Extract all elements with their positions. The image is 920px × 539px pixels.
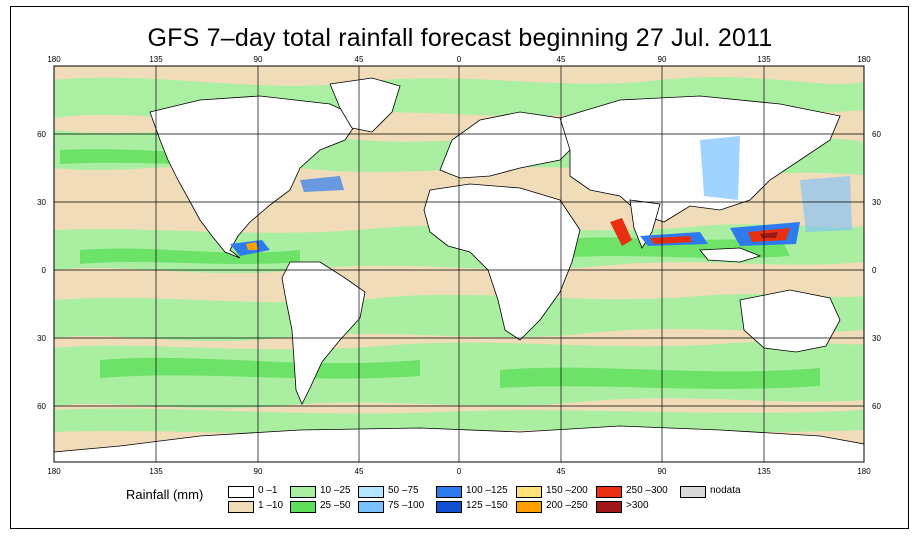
lon-label-bottom: 180 [47,467,61,476]
lon-label-top: 90 [254,55,263,64]
lon-label-top: 90 [658,55,667,64]
lat-label-left: 60 [37,402,46,411]
legend-label: 125 –150 [466,500,508,511]
legend-swatch [228,501,254,513]
australia [739,289,841,353]
legend-swatch [290,501,316,513]
lat-label-left: 30 [37,198,46,207]
legend-swatch [516,501,542,513]
africa [423,183,581,341]
lat-label-left: 0 [42,266,47,275]
legend-label: 200 –250 [546,500,588,511]
lon-label-bottom: 180 [857,467,871,476]
asia [559,95,841,223]
legend-label: 150 –200 [546,485,588,496]
legend-title: Rainfall (mm) [126,487,204,502]
lon-labels-top: 180 135 90 45 0 45 90 135 180 [47,55,871,64]
legend-swatch [290,486,316,498]
legend-label: 75 –100 [388,500,425,511]
indonesia [699,247,762,263]
lon-label-top: 0 [457,55,462,64]
land-masses [53,77,865,463]
legend-swatch [680,486,706,498]
lon-label-top: 45 [557,55,566,64]
map-title: GFS 7–day total rainfall forecast beginn… [147,24,773,52]
lon-label-top: 45 [355,55,364,64]
legend-swatch [436,501,462,513]
lon-label-top: 135 [757,55,771,64]
legend-swatch [358,501,384,513]
legend-swatch [516,486,542,498]
map-border [53,65,865,463]
graticule [54,66,864,462]
lon-label-top: 180 [857,55,871,64]
lat-labels-left: 60 30 0 30 60 [37,130,46,411]
lat-label-right: 60 [872,130,881,139]
legend-label: 25 –50 [320,500,351,511]
lat-label-left: 60 [37,130,46,139]
lon-label-top: 135 [149,55,163,64]
lat-label-right: 0 [872,266,877,275]
lon-label-bottom: 90 [254,467,263,476]
south-america [281,261,366,405]
greenland [329,77,401,133]
legend-label: 250 –300 [626,485,668,496]
legend-swatch [436,486,462,498]
legend-label: >300 [626,500,649,511]
lat-label-right: 30 [872,198,881,207]
legend-swatch [596,486,622,498]
lon-label-bottom: 0 [457,467,462,476]
legend-label: nodata [710,485,741,496]
lat-label-right: 60 [872,402,881,411]
legend-label: 0 –1 [258,485,278,496]
legend-swatch [596,501,622,513]
lat-label-right: 30 [872,334,881,343]
legend-swatch [358,486,384,498]
lon-label-bottom: 135 [757,467,771,476]
legend-label: 10 –25 [320,485,351,496]
legend-label: 1 –10 [258,500,284,511]
lon-label-bottom: 45 [557,467,566,476]
legend-label: 100 –125 [466,485,508,496]
lat-labels-right: 60 30 0 30 60 [872,130,881,411]
legend-label: 50 –75 [388,485,419,496]
figure-frame [10,6,909,529]
lon-label-bottom: 135 [149,467,163,476]
legend-swatch [228,486,254,498]
lon-label-bottom: 45 [355,467,364,476]
lon-labels-bottom: 180 135 90 45 0 45 90 135 180 [47,467,871,476]
lon-label-top: 180 [47,55,61,64]
heavy-rain [230,136,852,256]
lon-label-bottom: 90 [658,467,667,476]
lat-label-left: 30 [37,334,46,343]
